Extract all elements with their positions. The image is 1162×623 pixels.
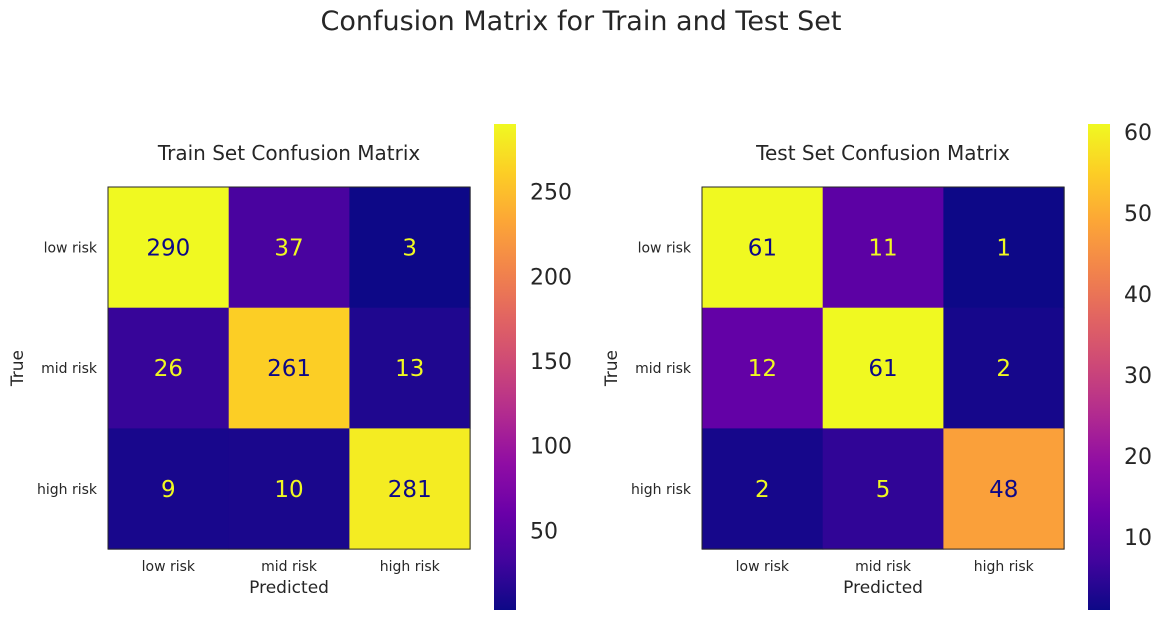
train-xtick-mid: mid risk bbox=[261, 559, 318, 575]
test-matrix-frame bbox=[701, 186, 1065, 550]
test-xlabel: Predicted bbox=[843, 578, 923, 598]
train-colorbar-tick-250: 250 bbox=[530, 181, 572, 206]
train-cell-value-high-high: 281 bbox=[388, 477, 432, 503]
train-xtick-low: low risk bbox=[142, 559, 196, 575]
train-cell-mid-mid bbox=[228, 307, 350, 429]
test-cell-low-low bbox=[702, 187, 824, 309]
test-cell-value-high-low: 2 bbox=[755, 477, 770, 503]
test-ytick-mid: mid risk bbox=[635, 361, 692, 377]
train-xlabel: Predicted bbox=[249, 578, 329, 598]
train-cell-low-low bbox=[108, 187, 230, 309]
test-xtick-high: high risk bbox=[974, 559, 1035, 575]
train-ytick-high: high risk bbox=[37, 482, 98, 498]
train-cell-value-mid-mid: 261 bbox=[267, 356, 311, 382]
train-ytick-mid: mid risk bbox=[41, 361, 98, 377]
test-ylabel: True bbox=[602, 350, 622, 387]
train-cell-value-low-high: 3 bbox=[402, 235, 417, 261]
train-ylabel: True bbox=[8, 350, 28, 387]
test-ytick-high: high risk bbox=[631, 482, 692, 498]
test-cell-value-mid-mid: 61 bbox=[868, 356, 897, 382]
train-colorbar-tick-50: 50 bbox=[530, 519, 558, 544]
test-cell-value-high-high: 48 bbox=[989, 477, 1018, 503]
train-cell-low-mid bbox=[228, 187, 350, 309]
train-cell-value-high-low: 9 bbox=[161, 477, 176, 503]
test-cell-value-mid-low: 12 bbox=[748, 356, 777, 382]
test-matrix-title: Test Set Confusion Matrix bbox=[755, 141, 1010, 165]
train-cell-value-low-mid: 37 bbox=[274, 235, 303, 261]
train-matrix-frame bbox=[107, 186, 471, 550]
train-cell-mid-low bbox=[108, 307, 230, 429]
train-matrix-panel: Train Set Confusion Matrix 290 37 3 26 261 13 9… bbox=[8, 124, 572, 610]
train-xtick-high: high risk bbox=[380, 559, 441, 575]
test-cell-value-low-high: 1 bbox=[996, 235, 1011, 261]
train-colorbar-tick-100: 100 bbox=[530, 435, 572, 460]
test-colorbar-tick-20: 20 bbox=[1124, 445, 1152, 470]
train-cell-high-low bbox=[108, 428, 230, 550]
train-cell-value-high-mid: 10 bbox=[274, 477, 303, 503]
test-cell-high-high bbox=[943, 428, 1065, 550]
test-cell-mid-low bbox=[702, 307, 824, 429]
train-cell-value-mid-low: 26 bbox=[154, 356, 183, 382]
test-ytick-low: low risk bbox=[638, 240, 692, 256]
test-xtick-low: low risk bbox=[736, 559, 790, 575]
train-matrix-title: Train Set Confusion Matrix bbox=[157, 141, 421, 165]
test-colorbar-tick-60: 60 bbox=[1124, 121, 1152, 146]
train-ytick-low: low risk bbox=[44, 240, 98, 256]
train-cell-low-high bbox=[349, 187, 471, 309]
test-cell-mid-high bbox=[943, 307, 1065, 429]
test-cell-low-mid bbox=[822, 187, 944, 309]
train-colorbar bbox=[494, 124, 516, 610]
test-colorbar-tick-50: 50 bbox=[1124, 202, 1152, 227]
test-xtick-mid: mid risk bbox=[855, 559, 912, 575]
test-colorbar-tick-40: 40 bbox=[1124, 283, 1152, 308]
test-cell-value-mid-high: 2 bbox=[996, 356, 1011, 382]
train-cell-high-high bbox=[349, 428, 471, 550]
test-cell-value-high-mid: 5 bbox=[876, 477, 891, 503]
train-colorbar-tick-150: 150 bbox=[530, 350, 572, 375]
test-colorbar-tick-10: 10 bbox=[1124, 526, 1152, 551]
train-cell-value-mid-high: 13 bbox=[395, 356, 424, 382]
test-cell-mid-mid bbox=[822, 307, 944, 429]
train-colorbar-tick-200: 200 bbox=[530, 265, 572, 290]
test-cell-low-high bbox=[943, 187, 1065, 309]
test-cell-value-low-mid: 11 bbox=[868, 235, 897, 261]
test-colorbar bbox=[1088, 124, 1110, 610]
test-cell-high-mid bbox=[822, 428, 944, 550]
train-cell-high-mid bbox=[228, 428, 350, 550]
test-cell-high-low bbox=[702, 428, 824, 550]
train-cell-mid-high bbox=[349, 307, 471, 429]
train-cell-value-low-low: 290 bbox=[146, 235, 190, 261]
figure-title: Confusion Matrix for Train and Test Set bbox=[320, 6, 842, 37]
test-cell-value-low-low: 61 bbox=[748, 235, 777, 261]
test-colorbar-tick-30: 30 bbox=[1124, 364, 1152, 389]
